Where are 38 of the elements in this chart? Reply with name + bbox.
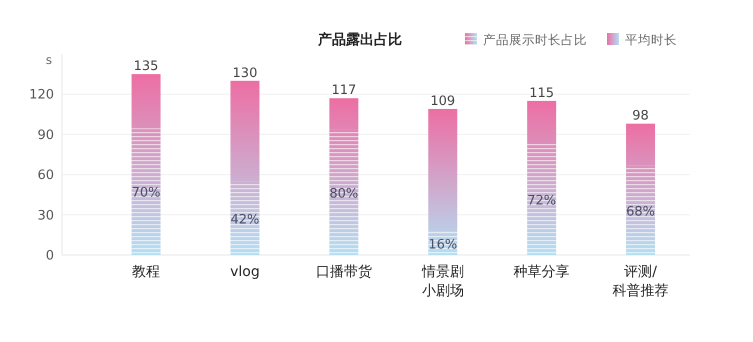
bar bbox=[428, 108, 458, 232]
bar bbox=[329, 98, 358, 130]
x-tick-label: 教程 bbox=[132, 264, 160, 280]
total-label: 130 bbox=[232, 66, 258, 81]
bar bbox=[527, 144, 556, 255]
y-tick-label: 30 bbox=[37, 208, 54, 224]
y-tick-label: 0 bbox=[46, 248, 54, 264]
x-tick-label: vlog bbox=[230, 264, 260, 280]
bar bbox=[132, 74, 161, 128]
x-tick-label: 情景剧小剧场 bbox=[420, 264, 464, 299]
annotation: 72% bbox=[527, 194, 556, 209]
bar bbox=[626, 166, 656, 255]
y-tick-label: 90 bbox=[37, 128, 54, 143]
y-tick-label: 120 bbox=[29, 88, 54, 103]
annotation: 16% bbox=[428, 237, 458, 252]
total-label: 109 bbox=[430, 94, 456, 109]
annotation: 70% bbox=[132, 186, 161, 201]
x-tick-label: 口播带货 bbox=[316, 264, 372, 280]
bar bbox=[230, 80, 260, 182]
x-tick-label: 评测/科普推荐 bbox=[612, 264, 669, 299]
bar bbox=[329, 130, 358, 255]
chart-title: 产品露出占比 bbox=[317, 31, 402, 48]
legend-label: 产品展示时长占比 bbox=[483, 32, 587, 47]
y-axis-title: s bbox=[46, 53, 52, 67]
annotation: 68% bbox=[626, 204, 656, 220]
total-label: 98 bbox=[632, 108, 649, 124]
annotation: 42% bbox=[230, 212, 260, 228]
legend-label: 平均时长 bbox=[625, 32, 677, 47]
bar bbox=[132, 128, 161, 255]
y-tick-label: 60 bbox=[37, 168, 54, 184]
bar bbox=[230, 182, 260, 255]
annotation: 80% bbox=[329, 186, 358, 202]
bar bbox=[626, 124, 656, 166]
total-label: 117 bbox=[331, 83, 356, 98]
total-label: 115 bbox=[529, 86, 554, 101]
x-tick-label: 种草分享 bbox=[514, 264, 570, 280]
bar bbox=[527, 100, 556, 144]
total-label: 135 bbox=[134, 59, 158, 74]
